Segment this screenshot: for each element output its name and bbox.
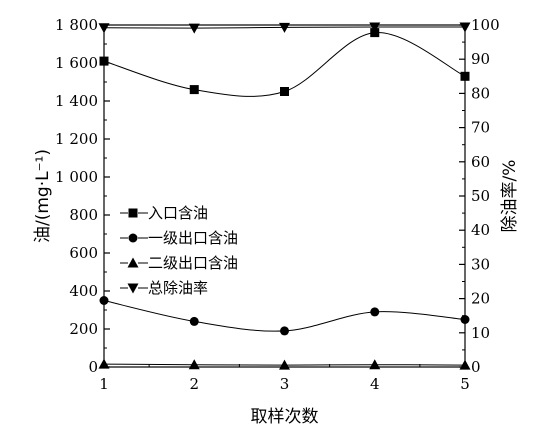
plot-frame (103, 24, 466, 368)
series-3-point (188, 359, 200, 370)
left-tick-label: 1 400 (55, 92, 98, 110)
right-tick-label: 40 (471, 221, 490, 239)
left-tick-label: 1 800 (55, 16, 98, 34)
series-3-point (459, 359, 471, 370)
series-2-point (99, 296, 109, 305)
right-tick-label: 0 (471, 358, 481, 376)
data-marks (98, 22, 471, 370)
left-tick-label: 1 600 (55, 54, 98, 72)
legend-label: 二级出口含油 (148, 254, 238, 272)
right-tick-label: 20 (471, 290, 490, 308)
series-2-point (189, 316, 199, 326)
series-4-point (98, 23, 110, 34)
right-tick-label: 60 (471, 153, 490, 171)
legend-marker (128, 208, 138, 218)
right-tick-label: 50 (471, 187, 490, 205)
series-2-point (370, 307, 380, 317)
left-axis-title: 油/(mg·L⁻¹) (33, 149, 53, 243)
series-1-point (370, 28, 380, 38)
series-3-point (98, 358, 110, 369)
left-tick-label: 1 200 (55, 130, 98, 148)
series-1-point (189, 85, 199, 95)
legend-marker (127, 257, 139, 268)
fit-curves (103, 26, 466, 366)
x-tick-label: 2 (189, 375, 199, 393)
series-3-point (369, 359, 381, 370)
right-tick-label: 90 (471, 50, 490, 68)
series-2-point (460, 315, 470, 324)
left-tick-label: 0 (88, 358, 98, 376)
series-2-point (280, 326, 289, 336)
axis-labels: 取样次数 油/(mg·L⁻¹) 除油率/% (33, 149, 520, 427)
x-axis-title: 取样次数 (251, 407, 319, 427)
right-tick-label: 70 (471, 119, 490, 137)
series-1-point (460, 71, 470, 81)
series-4-point (459, 22, 471, 33)
right-tick-label: 30 (471, 255, 490, 273)
x-tick-label: 4 (370, 375, 380, 393)
series-4-point (188, 23, 200, 34)
left-tick-label: 600 (69, 244, 98, 262)
legend-label: 总除油率 (148, 279, 208, 297)
x-tick-label: 5 (460, 375, 470, 393)
series-1-point (280, 87, 289, 96)
x-tick-label: 3 (280, 375, 290, 393)
legend-marker (128, 233, 138, 243)
left-tick-label: 200 (69, 320, 98, 338)
x-tick-label: 1 (99, 375, 109, 393)
right-tick-label: 80 (471, 84, 490, 102)
left-tick-label: 400 (69, 282, 98, 300)
legend-label: 入口含油 (148, 204, 208, 222)
left-tick-label: 800 (69, 206, 98, 224)
series-curve-1 (103, 32, 466, 97)
right-axis-title: 除油率/% (500, 160, 520, 233)
series-4-point (279, 22, 290, 33)
right-tick-label: 100 (471, 16, 500, 34)
left-tick-label: 1 000 (55, 168, 98, 186)
series-3-point (279, 359, 290, 370)
legend-label: 一级出口含油 (148, 229, 238, 247)
right-tick-label: 10 (471, 324, 490, 342)
series-1-point (99, 56, 109, 66)
legend-marker (127, 283, 139, 294)
series-4-point (369, 22, 381, 33)
